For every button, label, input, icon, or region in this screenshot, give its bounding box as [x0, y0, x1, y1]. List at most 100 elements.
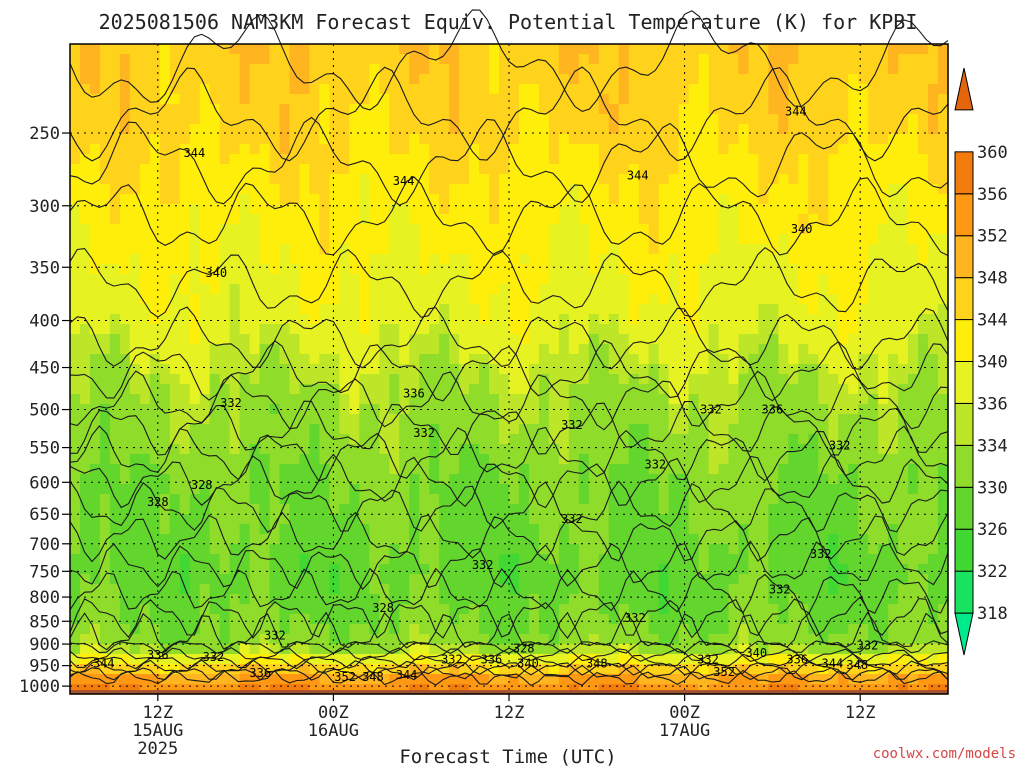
field-cell [429, 184, 440, 195]
field-cell [928, 544, 939, 555]
field-cell [848, 374, 859, 385]
field-cell [538, 114, 550, 125]
field-cell [449, 444, 460, 455]
field-cell [169, 554, 181, 565]
field-cell [638, 114, 650, 125]
field-cell [748, 114, 760, 125]
field-cell [419, 494, 430, 505]
field-cell [249, 344, 261, 355]
field-cell [109, 274, 121, 285]
field-cell [758, 314, 770, 325]
field-cell [718, 84, 730, 95]
field-cell [329, 154, 340, 165]
field-cell [588, 164, 600, 175]
field-cell [858, 134, 869, 145]
field-cell [668, 234, 680, 245]
field-cell [379, 454, 390, 465]
field-cell [129, 254, 141, 265]
field-cell [788, 114, 799, 125]
field-cell [219, 54, 231, 65]
field-cell [299, 114, 311, 125]
field-cell [189, 194, 201, 205]
field-cell [219, 174, 231, 185]
field-cell [518, 114, 530, 125]
field-cell [139, 584, 151, 595]
field-cell [618, 274, 630, 285]
field-cell [70, 224, 81, 235]
field-cell [768, 534, 779, 545]
field-cell [409, 194, 420, 205]
field-cell [648, 394, 660, 405]
field-cell [898, 164, 909, 175]
field-cell [159, 104, 171, 115]
field-cell [638, 294, 650, 305]
field-cell [249, 604, 261, 615]
field-cell [868, 464, 879, 475]
field-cell [638, 374, 650, 385]
field-cell [888, 494, 899, 505]
field-cell [928, 234, 939, 245]
field-cell [888, 504, 899, 515]
field-cell [269, 254, 281, 265]
field-cell [189, 414, 201, 425]
field-cell [70, 514, 81, 525]
field-cell [389, 234, 400, 245]
field-cell [259, 54, 271, 65]
field-cell [139, 84, 151, 95]
field-cell [70, 254, 81, 265]
field-cell [718, 354, 730, 365]
field-cell [79, 374, 91, 385]
field-cell [858, 204, 869, 215]
field-cell [828, 534, 839, 545]
field-cell [419, 54, 430, 65]
field-cell [918, 54, 929, 65]
field-cell [878, 214, 889, 225]
field-cell [369, 184, 380, 195]
field-cell [299, 544, 311, 555]
field-cell [688, 484, 700, 495]
field-cell [938, 384, 949, 395]
field-cell [658, 494, 670, 505]
field-cell [99, 184, 111, 195]
field-cell [868, 214, 879, 225]
field-cell [479, 584, 490, 595]
field-cell [89, 114, 101, 125]
field-cell [798, 324, 809, 335]
field-cell [828, 224, 839, 235]
field-cell [858, 444, 869, 455]
field-cell [788, 474, 799, 485]
field-cell [329, 544, 340, 555]
field-cell [678, 524, 690, 535]
field-cell [229, 64, 241, 75]
field-cell [858, 44, 869, 55]
field-cell [908, 454, 919, 465]
field-cell [219, 264, 231, 275]
field-cell [389, 244, 400, 255]
field-cell [618, 444, 630, 455]
field-cell [119, 114, 131, 125]
field-cell [99, 134, 111, 145]
field-cell [738, 64, 750, 75]
field-cell [688, 454, 700, 465]
field-cell [269, 364, 281, 375]
field-cell [319, 84, 331, 95]
field-cell [159, 344, 171, 355]
field-cell [329, 94, 340, 105]
field-cell [189, 244, 201, 255]
field-cell [99, 204, 111, 215]
field-cell [489, 344, 500, 355]
field-cell [159, 134, 171, 145]
field-cell [768, 154, 779, 165]
field-cell [389, 44, 400, 55]
field-cell [209, 494, 221, 505]
field-cell [798, 64, 809, 75]
field-cell [329, 134, 340, 145]
field-cell [828, 474, 839, 485]
field-cell [598, 524, 610, 535]
field-cell [728, 54, 740, 65]
field-cell [99, 124, 111, 135]
field-cell [129, 184, 141, 195]
field-cell [538, 104, 550, 115]
field-cell [439, 534, 450, 545]
field-cell [888, 414, 899, 425]
